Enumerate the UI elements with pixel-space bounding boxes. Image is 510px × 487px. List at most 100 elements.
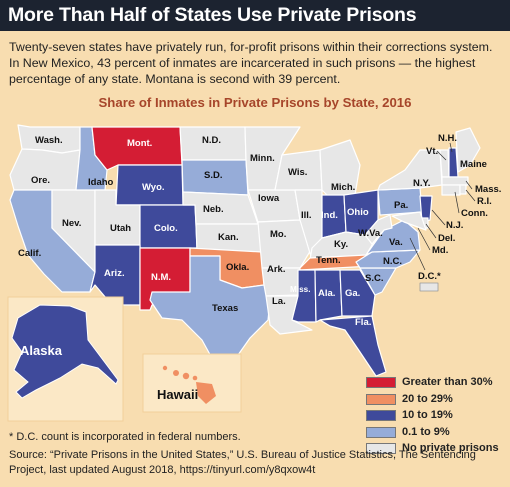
- label-wash: Wash.: [35, 135, 63, 146]
- label-la: La.: [272, 296, 286, 307]
- legend-label: Greater than 30%: [402, 376, 493, 388]
- label-nm: N.M.: [151, 272, 171, 283]
- label-vt: Vt.: [426, 146, 438, 157]
- leader-md: [417, 227, 431, 251]
- label-texas: Texas: [212, 303, 238, 314]
- legend-swatch-none: [366, 443, 396, 454]
- state-ga: [339, 269, 376, 317]
- label-wva: W.Va.: [358, 228, 383, 239]
- leader-vt: [436, 150, 447, 161]
- label-wyo: Wyo.: [142, 182, 165, 193]
- state-texas: [149, 255, 271, 369]
- legend-swatch-0-1-to-9: [366, 426, 396, 438]
- label-mich: Mich.: [331, 182, 355, 193]
- state-md: [391, 211, 427, 231]
- label-nc: N.C.: [383, 256, 402, 267]
- state-maine: [455, 127, 481, 173]
- legend-label: No private prisons: [402, 442, 499, 454]
- label-del: Del.: [438, 233, 455, 244]
- label-ill: Ill.: [301, 210, 312, 221]
- legend-label: 20 to 29%: [402, 392, 453, 405]
- legend-swatch-greater-than-30: [366, 377, 396, 388]
- legend-swatch-10-to-19: [366, 410, 396, 421]
- label-nev: Nev.: [62, 218, 81, 229]
- state-alaska: [11, 304, 119, 399]
- legend-item: No private prisons: [366, 441, 506, 458]
- legend-label: 10 to 19%: [402, 409, 453, 421]
- label-miss: Miss.: [290, 285, 310, 294]
- label-okla: Okla.: [226, 262, 249, 273]
- state-ri: [459, 184, 467, 195]
- intro-text: Twenty-seven states have privately run, …: [9, 40, 493, 86]
- map-title: Share of Inmates in Private Prisons by S…: [98, 95, 412, 110]
- label-iowa: Iowa: [258, 193, 280, 204]
- label-kan: Kan.: [218, 232, 239, 243]
- label-mont: Mont.: [127, 138, 152, 149]
- state-nj: [419, 195, 433, 223]
- state-vt: [439, 149, 450, 178]
- legend: Greater than 30% 20 to 29% 10 to 19% 0.1…: [366, 375, 506, 458]
- hawaii-inset: [142, 353, 242, 413]
- leader-mass: [465, 180, 473, 190]
- title-banner: More Than Half of States Use Private Pri…: [0, 0, 510, 31]
- legend-item: 0.1 to 9%: [366, 425, 506, 442]
- label-tenn: Tenn.: [316, 255, 341, 266]
- label-ny: N.Y.: [413, 178, 430, 189]
- label-fla: Fla.: [355, 317, 371, 328]
- label-pa: Pa.: [394, 200, 408, 211]
- label-alaska: Alaska: [20, 343, 63, 358]
- page-title: More Than Half of States Use Private Pri…: [8, 4, 417, 26]
- state-dc: [419, 282, 439, 292]
- label-ark: Ark.: [267, 264, 285, 275]
- label-ri: R.I.: [477, 196, 492, 207]
- label-neb: Neb.: [203, 204, 224, 215]
- legend-swatch-20-to-29: [366, 393, 396, 405]
- label-ala: Ala.: [318, 288, 335, 299]
- state-mo: [257, 219, 313, 269]
- label-nd: N.D.: [202, 135, 221, 146]
- label-dc: D.C.*: [418, 271, 441, 282]
- leader-del: [425, 223, 437, 239]
- label-maine: Maine: [460, 159, 487, 170]
- legend-item: 20 to 29%: [366, 392, 506, 409]
- label-ariz: Ariz.: [104, 268, 125, 279]
- label-calif: Calif.: [18, 248, 41, 259]
- label-md: Md.: [432, 245, 448, 256]
- footnote: * D.C. count is incorporated in federal …: [9, 431, 241, 443]
- label-minn: Minn.: [250, 153, 275, 164]
- label-sd: S.D.: [204, 170, 222, 181]
- source-text: Source: “Private Prisons in the United S…: [9, 449, 476, 476]
- label-ohio: Ohio: [347, 207, 369, 218]
- label-ind: Ind.: [321, 210, 338, 221]
- label-idaho: Idaho: [88, 177, 114, 188]
- label-ore: Ore.: [31, 175, 50, 186]
- label-wis: Wis.: [288, 167, 307, 178]
- label-conn: Conn.: [461, 208, 488, 219]
- leader-conn: [454, 191, 460, 214]
- state-hawaii: [162, 365, 216, 404]
- leader-ri: [465, 189, 476, 202]
- label-ga: Ga.: [345, 288, 360, 299]
- label-ky: Ky.: [334, 239, 348, 250]
- state-fla: [319, 315, 387, 377]
- label-sc: S.C.: [365, 273, 383, 284]
- state-ala: [314, 269, 343, 323]
- label-mo: Mo.: [270, 229, 286, 240]
- state-ct: [441, 184, 461, 196]
- leader-dc: [409, 237, 426, 271]
- leader-nj: [431, 209, 446, 226]
- leader-nh: [449, 142, 453, 153]
- label-va: Va.: [389, 237, 403, 248]
- label-utah: Utah: [110, 223, 131, 234]
- label-nh: N.H.: [438, 133, 457, 144]
- label-hawaii: Hawaii: [157, 387, 198, 402]
- label-mass: Mass.: [475, 184, 501, 195]
- label-nj: N.J.: [446, 220, 463, 231]
- legend-item: 10 to 19%: [366, 408, 506, 425]
- label-colo: Colo.: [154, 223, 178, 234]
- state-wva: [364, 214, 393, 245]
- legend-label: 0.1 to 9%: [402, 425, 450, 438]
- legend-item: Greater than 30%: [366, 375, 506, 392]
